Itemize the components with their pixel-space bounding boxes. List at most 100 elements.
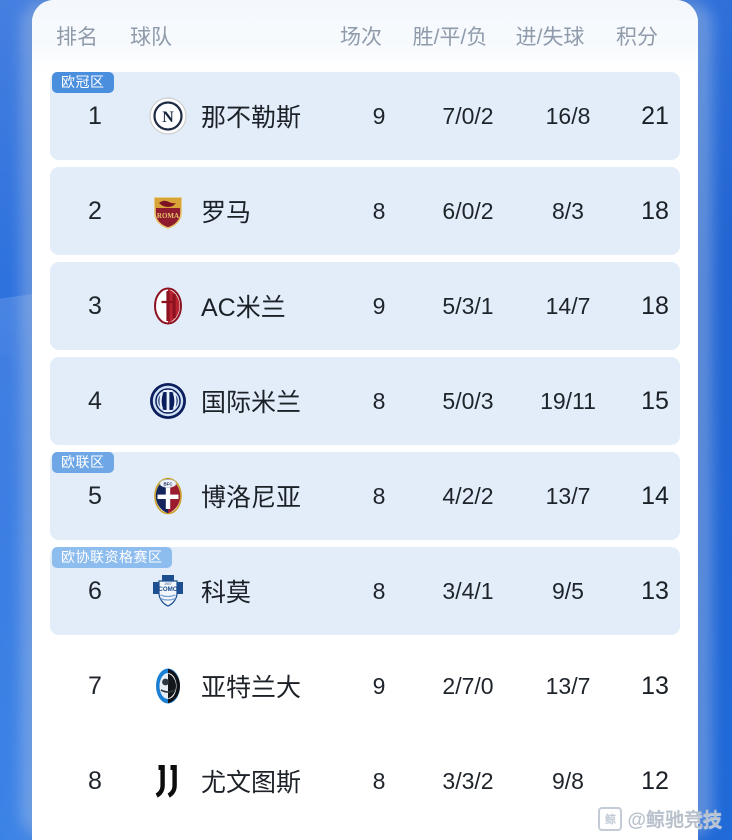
table-row[interactable]: 4 国际米兰 8 5/0/3 19/11 15 bbox=[50, 357, 680, 445]
cell-points: 18 bbox=[641, 196, 669, 225]
svg-text:COMO: COMO bbox=[158, 586, 177, 593]
standings-row-wrapper: 8 尤文图斯 8 3/3/2 9/8 12 bbox=[50, 737, 680, 825]
cell-wdl: 3/4/1 bbox=[442, 577, 494, 604]
standings-row-wrapper: 欧冠区 1 N 那不勒斯 9 7/0/2 16/8 21 bbox=[50, 72, 680, 160]
cell-goals: 8/3 bbox=[552, 197, 584, 224]
cell-team: 尤文图斯 bbox=[140, 761, 340, 801]
cell-played: 8 bbox=[372, 577, 386, 604]
cell-team: COMO 1907 科莫 bbox=[140, 571, 340, 611]
cell-goals: 13/7 bbox=[545, 482, 591, 509]
team-name: 亚特兰大 bbox=[201, 674, 302, 702]
roma-crest: ROMA bbox=[148, 191, 188, 231]
zone-badge-uel: 欧联区 bbox=[52, 452, 114, 473]
column-header-goals: 进/失球 bbox=[515, 26, 585, 49]
table-header-row: 排名 球队 场次 胜/平/负 进/失球 积分 bbox=[32, 0, 698, 72]
cell-goals: 14/7 bbox=[545, 292, 591, 319]
cell-team: N 那不勒斯 bbox=[140, 96, 340, 136]
cell-rank: 1 bbox=[88, 101, 102, 130]
inter-crest bbox=[148, 381, 188, 421]
standings-row-wrapper: 2 ROMA 罗马 8 6/0/2 8/3 18 bbox=[50, 167, 680, 255]
cell-rank: 7 bbox=[88, 671, 102, 700]
team-name: 那不勒斯 bbox=[201, 104, 302, 132]
team-name: 罗马 bbox=[201, 199, 252, 227]
team-name: AC米兰 bbox=[201, 294, 286, 322]
cell-rank: 8 bbox=[88, 766, 102, 795]
bologna-crest: BFC bbox=[148, 476, 188, 516]
cell-played: 8 bbox=[372, 387, 386, 414]
team-name: 博洛尼亚 bbox=[201, 484, 302, 512]
cell-rank: 3 bbox=[88, 291, 102, 320]
column-header-team: 球队 bbox=[130, 26, 172, 49]
standings-row-wrapper: 3 AC米兰 9 5/3/1 14/7 18 bbox=[50, 262, 680, 350]
standings-row-wrapper: 7 亚特兰大 9 2/7/0 13/7 13 bbox=[50, 642, 680, 730]
como-crest: COMO 1907 bbox=[148, 571, 188, 611]
cell-wdl: 3/3/2 bbox=[442, 767, 494, 794]
cell-team: 国际米兰 bbox=[140, 381, 340, 421]
cell-goals: 13/7 bbox=[545, 672, 591, 699]
cell-played: 8 bbox=[372, 767, 386, 794]
cell-wdl: 6/0/2 bbox=[442, 197, 494, 224]
team-name: 国际米兰 bbox=[201, 389, 302, 417]
standings-row-wrapper: 欧协联资格赛区 6 COMO 1907 科莫 8 3/4/1 9/5 13 bbox=[50, 547, 680, 635]
cell-played: 9 bbox=[372, 102, 386, 129]
cell-wdl: 7/0/2 bbox=[442, 102, 494, 129]
table-row[interactable]: 3 AC米兰 9 5/3/1 14/7 18 bbox=[50, 262, 680, 350]
cell-wdl: 5/0/3 bbox=[442, 387, 494, 414]
cell-wdl: 2/7/0 bbox=[442, 672, 494, 699]
cell-points: 12 bbox=[641, 766, 669, 795]
standings-card: 排名 球队 场次 胜/平/负 进/失球 积分 欧冠区 1 N 那不勒斯 9 7/0/2 16… bbox=[32, 0, 698, 840]
table-row[interactable]: 1 N 那不勒斯 9 7/0/2 16/8 21 bbox=[50, 72, 680, 160]
cell-played: 9 bbox=[372, 672, 386, 699]
cell-rank: 2 bbox=[88, 196, 102, 225]
svg-text:ROMA: ROMA bbox=[157, 212, 179, 220]
column-header-rank: 排名 bbox=[56, 26, 98, 49]
team-name: 尤文图斯 bbox=[201, 769, 302, 797]
cell-goals: 9/8 bbox=[552, 767, 584, 794]
standings-row-wrapper: 4 国际米兰 8 5/0/3 19/11 15 bbox=[50, 357, 680, 445]
acmilan-crest bbox=[148, 286, 188, 326]
table-row[interactable]: 5 BFC 博洛尼亚 8 4/2/2 13/7 14 bbox=[50, 452, 680, 540]
standings-row-wrapper: 欧联区 5 BFC 博洛尼亚 8 4/2/2 13/7 14 bbox=[50, 452, 680, 540]
cell-points: 18 bbox=[641, 291, 669, 320]
standings-table-body: 欧冠区 1 N 那不勒斯 9 7/0/2 16/8 21 2 ROMA 罗马 8 6/0/2 8/3 18 3… bbox=[32, 72, 698, 825]
napoli-crest: N bbox=[148, 96, 188, 136]
cell-goals: 9/5 bbox=[552, 577, 584, 604]
cell-goals: 16/8 bbox=[545, 102, 591, 129]
team-name: 科莫 bbox=[201, 579, 252, 607]
zone-badge-ucl: 欧冠区 bbox=[52, 72, 114, 93]
cell-points: 21 bbox=[641, 101, 669, 130]
atalanta-crest bbox=[148, 666, 188, 706]
cell-rank: 4 bbox=[88, 386, 102, 415]
cell-team: BFC 博洛尼亚 bbox=[140, 476, 340, 516]
column-header-played: 场次 bbox=[340, 26, 382, 49]
cell-wdl: 4/2/2 bbox=[442, 482, 494, 509]
cell-played: 8 bbox=[372, 482, 386, 509]
cell-team: AC米兰 bbox=[140, 286, 340, 326]
watermark-handle: @鲸驰竞技 bbox=[627, 810, 722, 831]
cell-points: 14 bbox=[641, 481, 669, 510]
cell-team: ROMA 罗马 bbox=[140, 191, 340, 231]
cell-points: 13 bbox=[641, 576, 669, 605]
svg-text:N: N bbox=[162, 109, 174, 126]
watermark: 鲸 @鲸驰竞技 bbox=[598, 805, 722, 832]
cell-rank: 5 bbox=[88, 481, 102, 510]
cell-played: 8 bbox=[372, 197, 386, 224]
svg-text:BFC: BFC bbox=[163, 481, 173, 486]
cell-wdl: 5/3/1 bbox=[442, 292, 494, 319]
cell-played: 9 bbox=[372, 292, 386, 319]
table-row[interactable]: 8 尤文图斯 8 3/3/2 9/8 12 bbox=[50, 737, 680, 825]
cell-points: 15 bbox=[641, 386, 669, 415]
column-header-wdl: 胜/平/负 bbox=[412, 26, 488, 49]
svg-text:1907: 1907 bbox=[164, 582, 172, 586]
column-header-points: 积分 bbox=[616, 26, 658, 49]
cell-points: 13 bbox=[641, 671, 669, 700]
watermark-logo-icon: 鲸 bbox=[598, 806, 623, 831]
zone-badge-uecl: 欧协联资格赛区 bbox=[52, 547, 172, 568]
cell-goals: 19/11 bbox=[540, 387, 596, 414]
table-row[interactable]: 2 ROMA 罗马 8 6/0/2 8/3 18 bbox=[50, 167, 680, 255]
table-row[interactable]: 7 亚特兰大 9 2/7/0 13/7 13 bbox=[50, 642, 680, 730]
juventus-crest bbox=[148, 761, 188, 801]
cell-team: 亚特兰大 bbox=[140, 666, 340, 706]
cell-rank: 6 bbox=[88, 576, 102, 605]
